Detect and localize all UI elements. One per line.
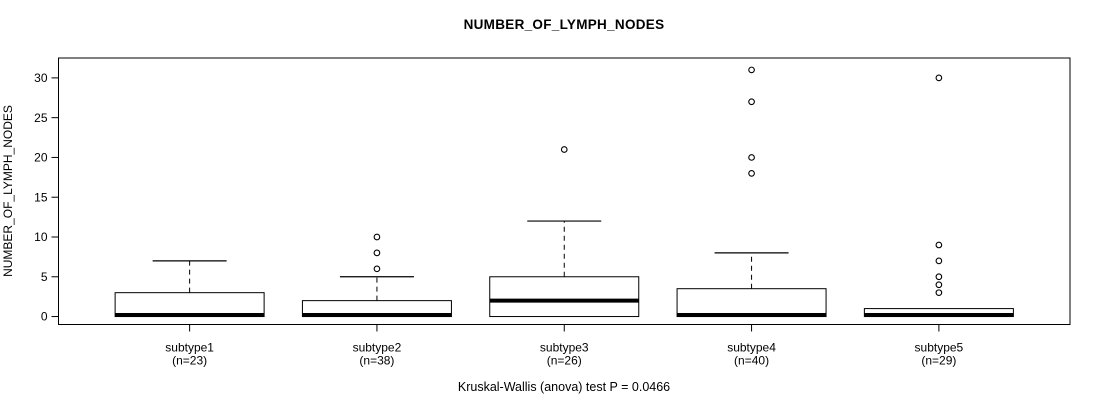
x-tick-label: subtype3: [540, 341, 589, 355]
outlier-point: [935, 289, 943, 297]
outlier-point: [748, 66, 755, 74]
y-tick-label: 10: [34, 230, 48, 244]
x-tick-sublabel: (n=40): [734, 354, 769, 368]
outlier-point: [935, 74, 943, 82]
x-tick-sublabel: (n=23): [172, 354, 207, 368]
x-tick-label: subtype2: [353, 341, 402, 355]
y-tick-label: 15: [34, 190, 48, 204]
y-tick-label: 25: [34, 111, 48, 125]
y-tick-label: 30: [34, 71, 48, 85]
y-tick-label: 0: [41, 310, 48, 324]
chart-title: NUMBER_OF_LYMPH_NODES: [463, 17, 665, 32]
outlier-point: [560, 146, 568, 153]
y-tick-label: 5: [41, 270, 48, 284]
outlier-point: [748, 98, 755, 106]
x-tick-label: subtype5: [915, 341, 964, 355]
outlier-point: [373, 233, 381, 241]
x-tick-sublabel: (n=26): [547, 354, 582, 368]
outlier-point: [935, 273, 943, 281]
x-tick-label: subtype4: [727, 341, 776, 355]
outlier-point: [748, 154, 755, 161]
outlier-point: [935, 241, 943, 249]
outlier-point: [935, 257, 943, 265]
iqr-box: [676, 288, 827, 318]
iqr-box: [114, 292, 265, 318]
x-tick-label: subtype1: [165, 341, 214, 355]
outlier-point: [373, 249, 381, 257]
chart-caption: Kruskal-Wallis (anova) test P = 0.0466: [457, 380, 671, 394]
y-tick-label: 20: [34, 151, 48, 165]
outlier-point: [935, 281, 943, 289]
outlier-point: [748, 170, 755, 177]
iqr-box: [489, 276, 640, 318]
x-tick-sublabel: (n=38): [359, 354, 394, 368]
x-tick-sublabel: (n=29): [921, 354, 956, 368]
outlier-point: [373, 265, 381, 273]
